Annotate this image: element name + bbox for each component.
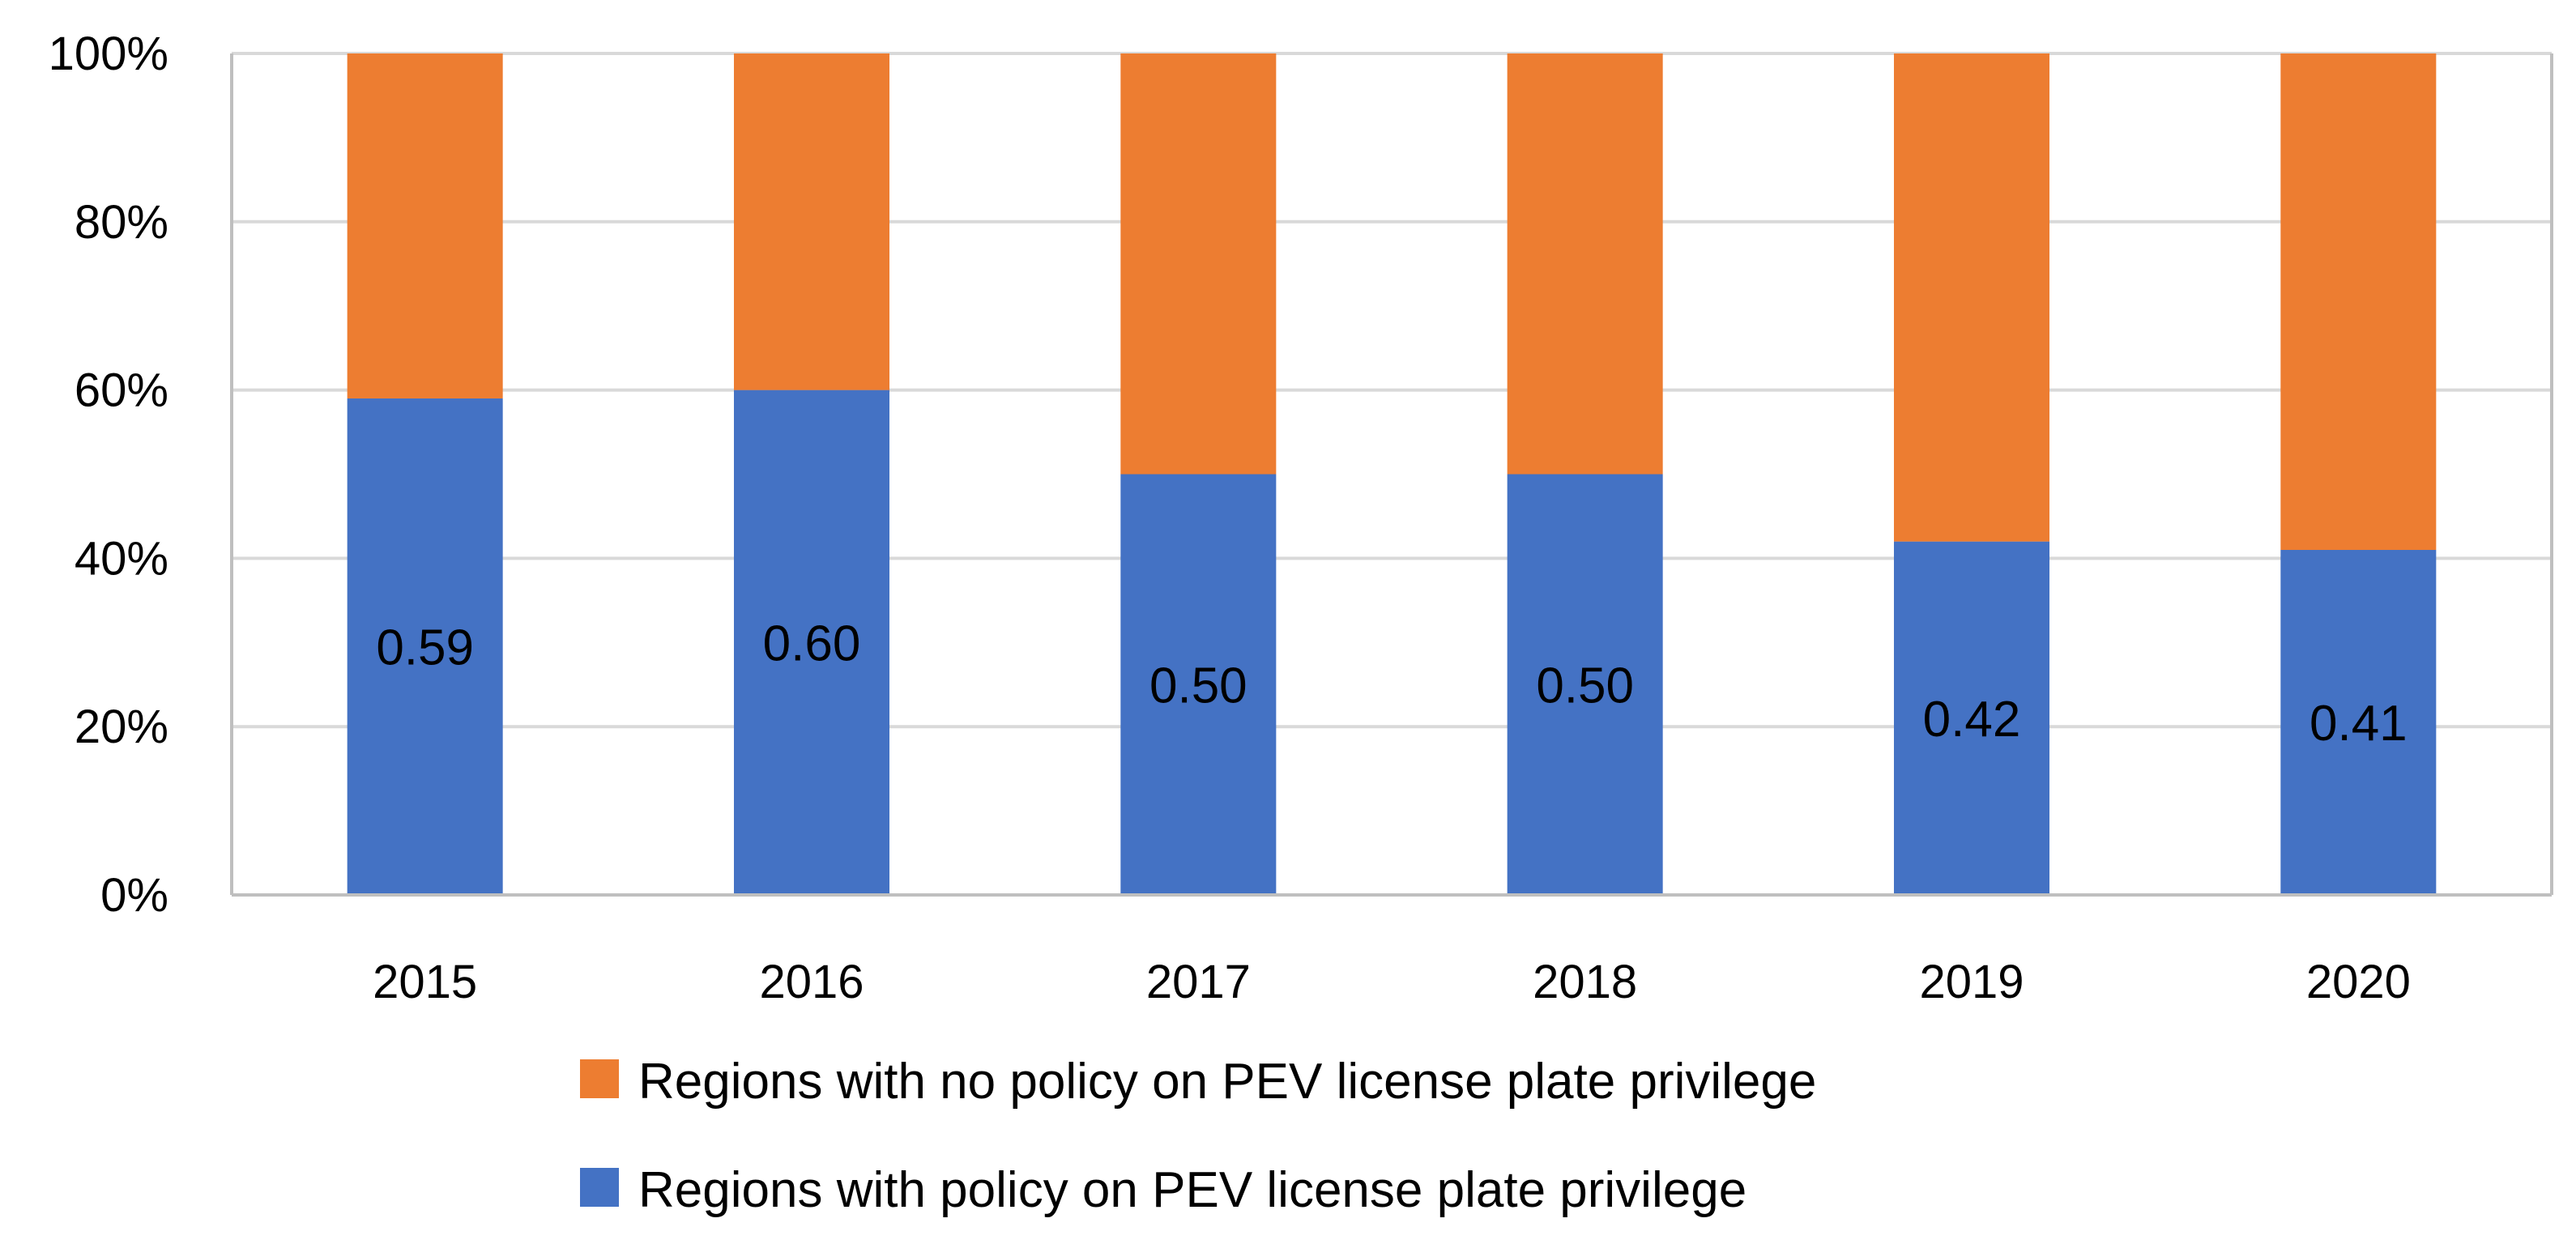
x-tick-label: 2016 xyxy=(759,956,864,1008)
y-tick-label: 100% xyxy=(49,28,168,80)
bar-with-policy xyxy=(347,398,503,895)
bar-with-policy xyxy=(1507,474,1663,895)
y-tick-label: 80% xyxy=(75,196,168,249)
legend-swatch xyxy=(580,1059,619,1098)
x-tick-label: 2020 xyxy=(2306,956,2411,1008)
x-axis-tick-labels: 2015 2016 2017 2018 2019 2020 xyxy=(373,956,2411,1008)
data-label: 0.50 xyxy=(1536,658,1634,714)
gridlines xyxy=(232,52,2552,729)
legend-swatch xyxy=(580,1168,619,1207)
bar-with-policy xyxy=(734,390,889,896)
data-label: 0.50 xyxy=(1149,658,1247,714)
x-tick-label: 2019 xyxy=(1919,956,2024,1008)
legend-label: Regions with policy on PEV license plate… xyxy=(638,1162,1746,1218)
y-axis-tick-labels: 0% 20% 40% 60% 80% 100% xyxy=(49,28,168,922)
data-label: 0.59 xyxy=(376,620,474,675)
legend: Regions with no policy on PEV license pl… xyxy=(580,1054,1816,1218)
x-tick-label: 2018 xyxy=(1533,956,1637,1008)
bar-no-policy xyxy=(1507,53,1663,475)
axes xyxy=(230,53,2553,897)
bar-no-policy xyxy=(347,53,503,398)
bar-no-policy xyxy=(1120,53,1277,475)
bar-with-policy xyxy=(2280,550,2437,895)
y-tick-label: 0% xyxy=(100,869,168,922)
bar-no-policy xyxy=(2280,53,2437,551)
y-tick-label: 40% xyxy=(75,532,168,585)
bars xyxy=(347,53,2437,896)
y-tick-label: 60% xyxy=(75,364,168,417)
data-label: 0.42 xyxy=(1923,692,2021,748)
legend-label: Regions with no policy on PEV license pl… xyxy=(638,1054,1816,1110)
bar-with-policy xyxy=(1894,541,2049,895)
data-label: 0.60 xyxy=(763,616,861,671)
bar-no-policy xyxy=(1894,53,2049,542)
data-labels: 0.59 0.60 0.50 0.50 0.42 0.41 xyxy=(376,616,2407,752)
bar-with-policy xyxy=(1120,474,1277,895)
x-tick-label: 2017 xyxy=(1146,956,1251,1008)
x-tick-label: 2015 xyxy=(373,956,477,1008)
y-tick-label: 20% xyxy=(75,701,168,753)
data-label: 0.41 xyxy=(2309,696,2408,752)
bar-no-policy xyxy=(734,53,889,390)
